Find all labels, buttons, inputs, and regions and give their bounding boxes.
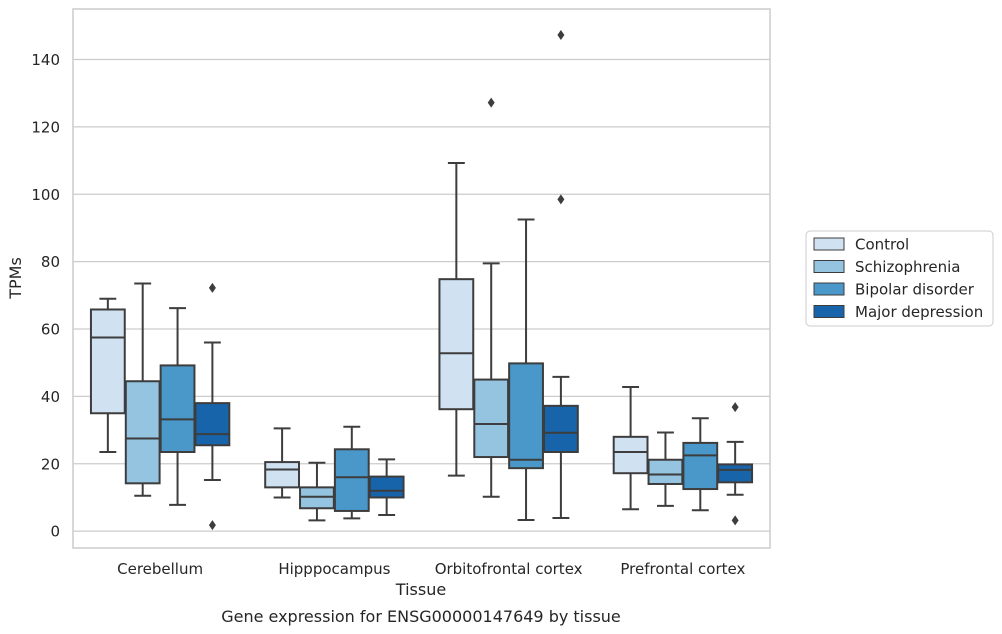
x-tick-label: Cerebellum xyxy=(117,560,203,578)
box-4-1 xyxy=(194,282,231,531)
legend-label: Bipolar disorder xyxy=(855,281,975,299)
box-2-3 xyxy=(473,97,510,498)
box-1-4 xyxy=(612,385,649,511)
legend-label: Control xyxy=(855,236,909,254)
legend-label: Schizophrenia xyxy=(855,258,960,276)
y-tick-label: 100 xyxy=(31,186,60,204)
box-3-2 xyxy=(333,425,370,520)
box-4-2 xyxy=(368,458,405,516)
y-tick-label: 60 xyxy=(41,321,60,339)
plot-area xyxy=(73,9,770,548)
box-3-3 xyxy=(508,218,544,522)
x-tick-labels: Cerebellum Hipppocampus Orbitofrontal cort… xyxy=(117,560,745,578)
x-tick-label: Prefrontal cortex xyxy=(620,560,745,578)
x-tick-label: Orbitofrontal cortex xyxy=(435,560,583,578)
box-body xyxy=(542,404,579,453)
legend-swatch xyxy=(813,282,845,296)
chart-caption: Gene expression for ENSG00000147649 by t… xyxy=(221,607,621,626)
box-body xyxy=(264,461,301,489)
y-tick-label: 20 xyxy=(41,455,60,473)
box-body xyxy=(717,463,754,484)
box-1-3 xyxy=(438,161,475,477)
box-body xyxy=(612,435,649,475)
box-3-4 xyxy=(682,417,719,512)
y-tick-label: 40 xyxy=(41,388,60,406)
outlier-point xyxy=(208,282,216,293)
x-axis-title: Tissue xyxy=(395,580,446,599)
y-axis-title: TPMs xyxy=(6,257,25,300)
box-body xyxy=(508,362,544,470)
y-tick-labels: 0 20 40 60 80 100 120 140 xyxy=(31,51,60,541)
box-body xyxy=(682,441,719,491)
legend-swatch xyxy=(813,305,845,318)
legend-swatch xyxy=(813,237,845,251)
plot-frame xyxy=(72,8,771,549)
y-tick-label: 140 xyxy=(31,51,60,69)
box-1-2 xyxy=(264,427,301,499)
box-body xyxy=(124,380,161,485)
box-series xyxy=(89,29,754,531)
legend-items: Control Schizophrenia Bipolar disorder Majo… xyxy=(813,236,983,321)
box-body xyxy=(368,475,405,499)
outlier-point xyxy=(731,402,739,413)
box-body xyxy=(333,448,370,512)
legend-swatch xyxy=(813,260,845,273)
legend: Control Schizophrenia Bipolar disorder Majo… xyxy=(805,230,994,327)
outlier-point xyxy=(557,194,565,205)
box-1-1 xyxy=(89,297,126,453)
box-2-1 xyxy=(124,282,161,497)
y-tick-label: 0 xyxy=(50,523,60,541)
legend-label: Major depression xyxy=(855,303,983,321)
y-tick-label: 120 xyxy=(31,118,60,136)
x-tick-label: Hipppocampus xyxy=(278,560,390,578)
box-body xyxy=(194,402,231,447)
box-4-4 xyxy=(717,402,754,526)
box-body xyxy=(473,378,510,459)
outlier-point xyxy=(731,515,739,526)
box-2-2 xyxy=(299,461,335,522)
box-3-1 xyxy=(159,307,196,506)
box-body xyxy=(89,308,126,415)
box-body xyxy=(299,486,335,510)
box-body xyxy=(159,364,196,453)
box-2-4 xyxy=(647,431,684,507)
outlier-point xyxy=(487,97,495,108)
outlier-point xyxy=(208,520,216,531)
box-4-3 xyxy=(542,29,579,520)
y-tick-label: 80 xyxy=(41,253,60,271)
box-body xyxy=(438,278,475,411)
legend-frame xyxy=(805,230,994,327)
outlier-point xyxy=(557,29,565,40)
box-body xyxy=(647,458,684,485)
